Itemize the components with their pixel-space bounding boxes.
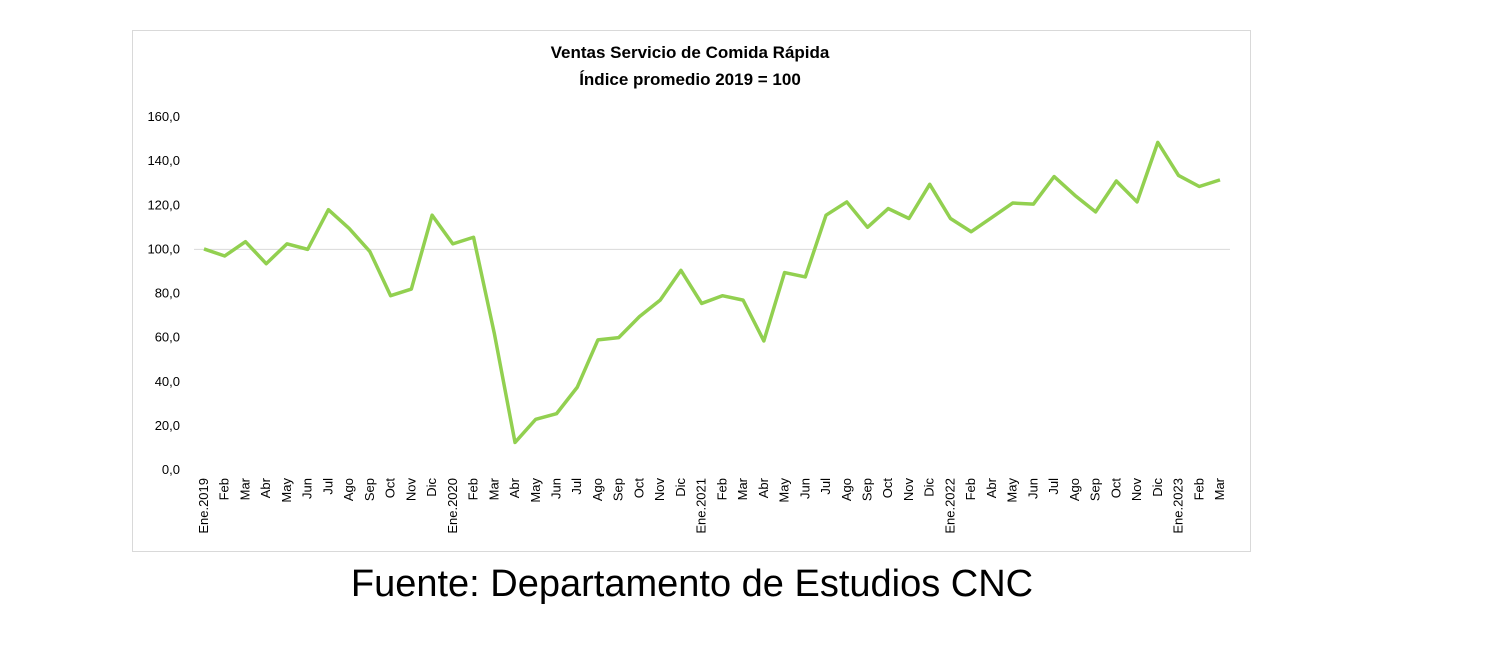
x-tick-label: Mar bbox=[237, 477, 252, 500]
x-tick-label: Oct bbox=[383, 478, 398, 499]
x-tick-label: Feb bbox=[466, 478, 481, 500]
source-note: Fuente: Departamento de Estudios CNC bbox=[351, 563, 1033, 605]
x-tick-label: May bbox=[528, 478, 543, 503]
x-tick-label: Oct bbox=[1108, 478, 1123, 499]
x-tick-label: Mar bbox=[486, 477, 501, 500]
x-tick-label: Nov bbox=[901, 478, 916, 502]
x-tick-label: Ene.2021 bbox=[694, 478, 709, 534]
x-tick-label: Jun bbox=[797, 478, 812, 499]
x-tick-label: Sep bbox=[1088, 478, 1103, 501]
y-tick-label: 20,0 bbox=[155, 418, 180, 433]
y-tick-label: 160,0 bbox=[147, 109, 180, 124]
y-tick-label: 80,0 bbox=[155, 286, 180, 301]
x-tick-label: Nov bbox=[403, 478, 418, 502]
x-tick-label: Ago bbox=[839, 478, 854, 501]
x-tick-label: Ene.2020 bbox=[445, 478, 460, 534]
x-tick-label: May bbox=[777, 478, 792, 503]
chart-title: Ventas Servicio de Comida Rápida bbox=[551, 43, 830, 62]
x-tick-label: Ene.2022 bbox=[942, 478, 957, 534]
y-tick-label: 0,0 bbox=[162, 462, 180, 477]
x-tick-label: Feb bbox=[1191, 478, 1206, 500]
data-line bbox=[203, 140, 1221, 445]
x-tick-label: Nov bbox=[1129, 478, 1144, 502]
chart-frame bbox=[132, 30, 1251, 552]
x-tick-label: Oct bbox=[631, 478, 646, 499]
x-tick-label: Ene.2019 bbox=[196, 478, 211, 534]
x-tick-label: Abr bbox=[984, 477, 999, 498]
x-tick-label: Jul bbox=[818, 478, 833, 495]
x-tick-label: Abr bbox=[507, 477, 522, 498]
x-tick-label: Sep bbox=[362, 478, 377, 501]
x-tick-label: Jun bbox=[300, 478, 315, 499]
x-tick-label: Feb bbox=[963, 478, 978, 500]
x-tick-label: Jun bbox=[1025, 478, 1040, 499]
x-tick-label: Ago bbox=[590, 478, 605, 501]
y-tick-label: 100,0 bbox=[147, 241, 180, 256]
x-tick-label: Dic bbox=[424, 478, 439, 497]
x-tick-label: Dic bbox=[673, 478, 688, 497]
x-tick-label: Oct bbox=[880, 478, 895, 499]
x-tick-label: Feb bbox=[714, 478, 729, 500]
x-tick-label: Feb bbox=[217, 478, 232, 500]
x-tick-label: May bbox=[1005, 478, 1020, 503]
y-tick-label: 60,0 bbox=[155, 330, 180, 345]
x-tick-label: Abr bbox=[756, 477, 771, 498]
x-tick-label: Sep bbox=[611, 478, 626, 501]
x-tick-label: Jul bbox=[1046, 478, 1061, 495]
x-tick-label: Nov bbox=[652, 478, 667, 502]
x-tick-label: Ago bbox=[1067, 478, 1082, 501]
x-tick-label: Ene.2023 bbox=[1171, 478, 1186, 534]
y-tick-label: 140,0 bbox=[147, 153, 180, 168]
x-tick-label: Dic bbox=[1150, 478, 1165, 497]
x-tick-label: Jul bbox=[569, 478, 584, 495]
x-tick-label: Jul bbox=[320, 478, 335, 495]
x-tick-label: Mar bbox=[735, 477, 750, 500]
x-tick-label: Ago bbox=[341, 478, 356, 501]
x-tick-label: Sep bbox=[860, 478, 875, 501]
y-tick-label: 120,0 bbox=[147, 197, 180, 212]
x-tick-label: Abr bbox=[258, 477, 273, 498]
chart-subtitle: Índice promedio 2019 = 100 bbox=[579, 70, 801, 89]
x-tick-label: Jun bbox=[548, 478, 563, 499]
x-tick-label: May bbox=[279, 478, 294, 503]
x-tick-label: Dic bbox=[922, 478, 937, 497]
y-tick-label: 40,0 bbox=[155, 374, 180, 389]
x-tick-label: Mar bbox=[1212, 477, 1227, 500]
